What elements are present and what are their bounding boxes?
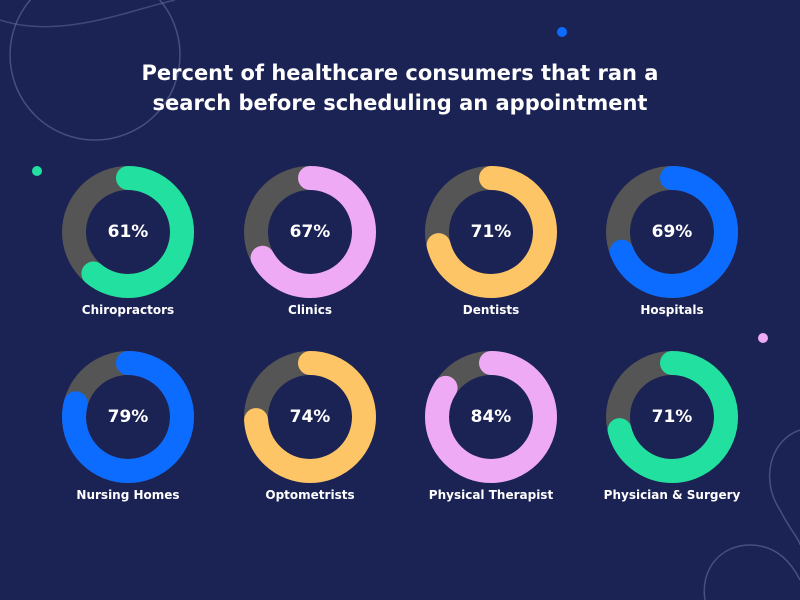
- donut-percent-label: 69%: [652, 222, 693, 242]
- donut-category-label: Physician & Surgery: [603, 488, 741, 502]
- donut-percent-label: 71%: [471, 222, 512, 242]
- decorative-dot-blue: [557, 27, 567, 37]
- donut-category-label: Physical Therapist: [428, 488, 554, 502]
- donut-physician-surgery: 71% Physician & Surgery: [582, 350, 762, 520]
- chart-title-line-2: search before scheduling an appointment: [152, 91, 648, 115]
- donut-optometrists: 74% Optometrists: [220, 350, 400, 520]
- donut-category-label: Clinics: [288, 303, 332, 317]
- donut-nursing-homes: 79% Nursing Homes: [38, 350, 218, 520]
- donut-category-label: Chiropractors: [81, 303, 175, 317]
- donut-percent-label: 84%: [471, 407, 512, 427]
- chart-title: Percent of healthcare consumers that ran…: [0, 58, 800, 118]
- donut-value-arc: [606, 166, 738, 298]
- donut-value-arc: [62, 166, 194, 298]
- donut-value-arc: [606, 351, 738, 483]
- donut-chart-physician-surgery: 71%: [606, 351, 738, 483]
- donut-chart-optometrists: 74%: [244, 351, 376, 483]
- donut-category-label: Nursing Homes: [76, 488, 180, 502]
- donut-value-arc: [425, 351, 557, 483]
- donut-percent-label: 74%: [290, 407, 331, 427]
- donut-category-label: Dentists: [462, 303, 520, 317]
- donut-chart-dentists: 71%: [425, 166, 557, 298]
- donut-value-arc: [425, 166, 557, 298]
- donut-percent-label: 61%: [108, 222, 149, 242]
- decorative-curve-top-left: [0, 0, 176, 28]
- donut-chiropractors: 61% Chiropractors: [38, 165, 218, 335]
- donut-value-arc: [244, 166, 376, 298]
- donut-chart-clinics: 67%: [244, 166, 376, 298]
- donut-chart-chiropractors: 61%: [62, 166, 194, 298]
- donut-chart-physical-therapist: 84%: [425, 351, 557, 483]
- donut-category-label: Optometrists: [265, 488, 355, 502]
- donut-value-arc: [62, 351, 194, 483]
- donut-chart-hospitals: 69%: [606, 166, 738, 298]
- donut-percent-label: 67%: [290, 222, 331, 242]
- decorative-dot-pink: [758, 333, 768, 343]
- chart-title-line-1: Percent of healthcare consumers that ran…: [141, 61, 659, 85]
- donut-value-arc: [244, 351, 376, 483]
- decorative-dot-green: [32, 166, 42, 176]
- decorative-curve-right: [768, 429, 800, 546]
- donut-chart-nursing-homes: 79%: [62, 351, 194, 483]
- decorative-curve-bottom: [703, 544, 800, 600]
- donut-percent-label: 71%: [652, 407, 693, 427]
- decorative-ring-top-left: [9, 0, 181, 141]
- donut-category-label: Hospitals: [640, 303, 704, 317]
- donut-percent-label: 79%: [108, 407, 149, 427]
- donut-dentists: 71% Dentists: [401, 165, 581, 335]
- donut-physical-therapist: 84% Physical Therapist: [401, 350, 581, 520]
- donut-hospitals: 69% Hospitals: [582, 165, 762, 335]
- donut-clinics: 67% Clinics: [220, 165, 400, 335]
